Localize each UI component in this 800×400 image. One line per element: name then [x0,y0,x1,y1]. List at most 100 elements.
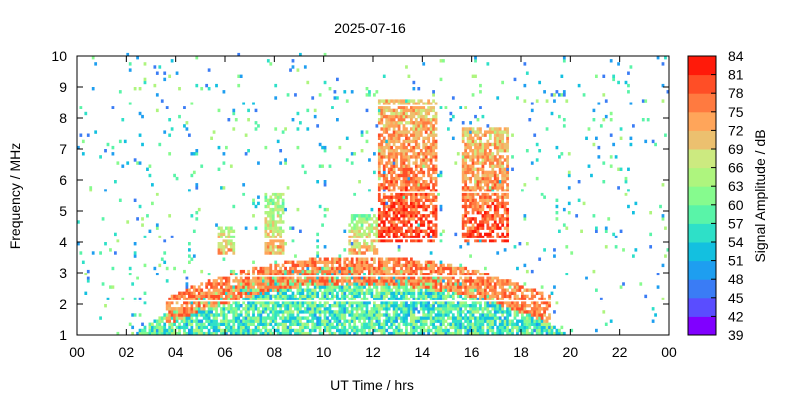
heatmap-cell [405,173,408,178]
heatmap-cell [281,313,285,317]
heatmap-cell [412,114,416,119]
heatmap-cell [513,77,517,82]
heatmap-cell [466,133,470,137]
heatmap-cell [454,304,458,308]
heatmap-cell [192,285,196,289]
heatmap-cell [387,279,391,283]
heatmap-cell [313,276,317,280]
heatmap-cell [484,279,487,283]
heatmap-cell [188,307,191,311]
heatmap-cell [523,328,527,333]
heatmap-cell [202,300,206,305]
heatmap-cell [365,331,369,336]
heatmap-cell [410,319,413,323]
heatmap-cell [220,251,223,255]
heatmap-cell [190,152,194,156]
heatmap-cell [340,285,344,289]
heatmap-cell [247,325,250,330]
heatmap-cell [387,226,391,230]
heatmap-cell [405,282,408,286]
heatmap-cell [340,307,344,311]
heatmap-cell [200,300,204,305]
heatmap-cell [619,167,623,171]
heatmap-cell [377,307,381,311]
heatmap-cell [86,276,90,280]
heatmap-cell [279,331,283,336]
heatmap-cell [434,217,438,221]
heatmap-cell [229,325,233,330]
heatmap-cell [355,220,359,224]
heatmap-cell [417,297,421,302]
heatmap-cell [461,180,465,184]
heatmap-cell [271,282,275,286]
heatmap-cell [269,263,273,268]
heatmap-cell [281,322,285,326]
heatmap-cell [474,229,477,233]
heatmap-cell [328,310,332,314]
heatmap-cell [422,207,426,212]
heatmap-cell [405,291,408,295]
heatmap-cell [180,325,184,330]
heatmap-cell [188,189,191,193]
heatmap-cell [311,282,315,286]
heatmap-cell [479,145,482,150]
heatmap-cell [466,310,470,314]
heatmap-cell [222,291,226,295]
heatmap-cell [434,155,438,159]
heatmap-cell [456,282,460,286]
heatmap-cell [333,304,337,308]
heatmap-cell [168,307,172,311]
heatmap-cell [491,300,495,305]
heatmap-cell [286,310,290,314]
heatmap-cell [316,307,320,311]
heatmap-cell [437,300,440,305]
heatmap-cell [175,313,179,317]
heatmap-cell [412,170,416,175]
heatmap-cell [471,313,475,317]
heatmap-cell [136,217,139,221]
heatmap-cell [474,285,477,289]
heatmap-cell [513,325,517,330]
heatmap-cell [382,186,386,190]
heatmap-cell [491,223,495,227]
heatmap-cell [227,291,231,295]
heatmap-cell [99,251,102,255]
heatmap-cell [414,127,418,131]
heatmap-cell [397,198,401,202]
heatmap-cell [471,136,475,140]
heatmap-cell [328,164,332,168]
heatmap-cell [501,214,505,218]
heatmap-cell [392,291,396,295]
heatmap-cell [427,304,431,308]
heatmap-cell [456,304,460,308]
heatmap-cell [405,158,408,162]
heatmap-cell [461,176,465,181]
heatmap-cell [464,223,468,227]
heatmap-cell [281,282,285,286]
heatmap-cell [266,300,270,305]
heatmap-cell [271,235,275,240]
heatmap-cell [264,279,268,283]
heatmap-cell [405,152,408,156]
heatmap-cell [153,65,157,69]
heatmap-cell [284,161,287,165]
heatmap-cell [434,319,438,323]
heatmap-cell [239,310,243,314]
heatmap-cell [340,300,344,305]
heatmap-cell [412,152,416,156]
heatmap-cell [289,226,292,230]
heatmap-cell [249,294,253,299]
heatmap-cell [422,139,426,144]
heatmap-cell [410,214,413,218]
heatmap-cell [269,198,273,202]
heatmap-cell [479,183,482,187]
heatmap-cell [400,238,403,243]
heatmap-cell [545,316,549,320]
heatmap-cell [484,142,487,147]
heatmap-cell [212,328,216,333]
heatmap-cell [469,139,472,144]
heatmap-cell [348,300,352,305]
heatmap-cell [449,285,453,289]
heatmap-cell [274,307,278,311]
heatmap-cell [301,266,305,271]
